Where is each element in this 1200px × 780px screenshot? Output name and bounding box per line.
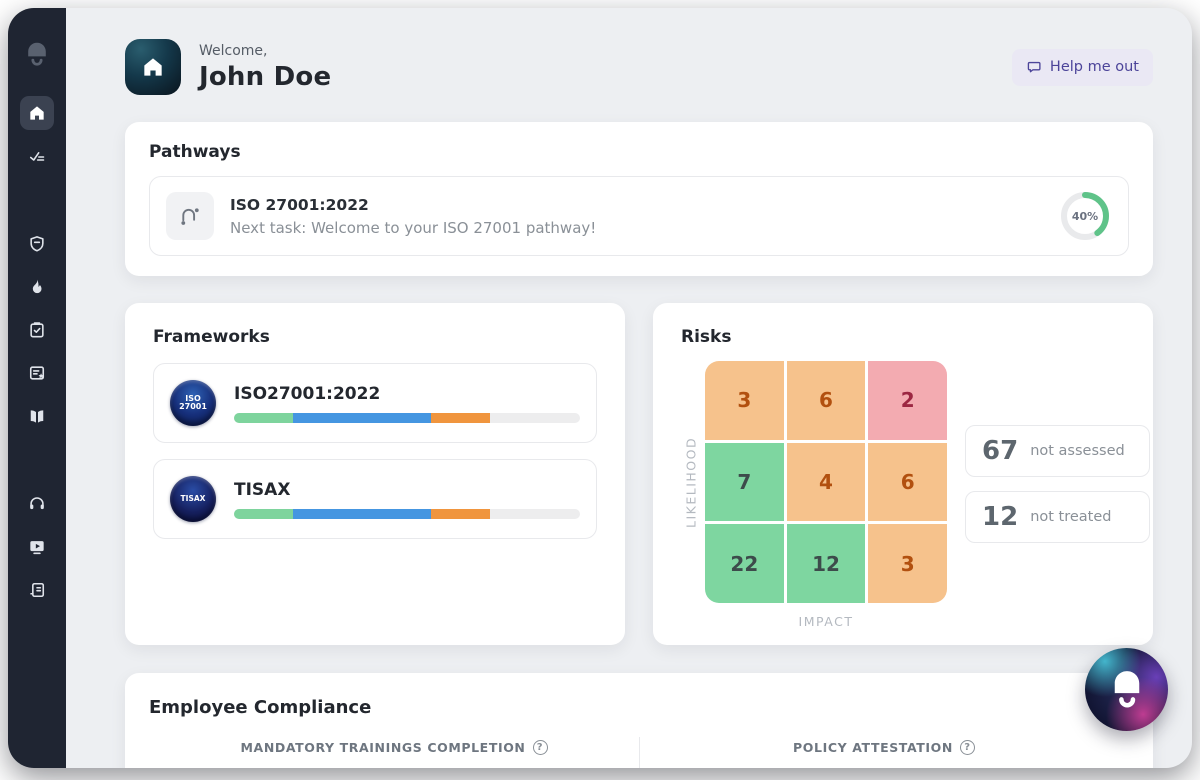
framework-row-tisax[interactable]: TISAX TISAX (153, 459, 597, 539)
framework-row-iso27001[interactable]: ISO 27001 ISO27001:2022 (153, 363, 597, 443)
fire-icon (32, 279, 42, 294)
sidebar-item-support[interactable] (20, 487, 54, 521)
risk-cell[interactable]: 6 (868, 442, 947, 522)
risk-heatmap: 3 6 2 7 4 6 22 12 3 (705, 361, 947, 603)
stat-not-treated[interactable]: 12 not treated (965, 491, 1150, 543)
sidebar-item-knowledge[interactable] (20, 399, 54, 433)
home-icon (144, 58, 162, 76)
tasks-check-icon (29, 152, 45, 161)
shield-icon (30, 236, 44, 252)
policy-header-label: POLICY ATTESTATION (793, 740, 953, 755)
pathways-title: Pathways (149, 142, 241, 162)
framework-info: ISO27001:2022 (234, 384, 580, 423)
route-icon (166, 192, 214, 240)
home-icon (30, 106, 44, 120)
pathway-progress-ring: 40% (1058, 189, 1112, 243)
likelihood-axis-label: LIKELIHOOD (683, 436, 699, 528)
stat-label: not assessed (1030, 443, 1125, 459)
certificate-card-icon (29, 366, 45, 380)
welcome-text: Welcome, (199, 42, 268, 59)
help-button[interactable]: Help me out (1011, 48, 1153, 86)
kertos-logo-icon (1114, 670, 1139, 707)
video-player-icon (30, 541, 44, 555)
help-button-label: Help me out (1049, 59, 1139, 75)
framework-progress-bar (234, 412, 580, 423)
trainings-column: MANDATORY TRAININGS COMPLETION ? (149, 740, 639, 768)
risks-card: Risks LIKELIHOOD 3 6 2 7 4 6 22 12 (653, 303, 1153, 645)
sidebar-item-certificates[interactable] (20, 356, 54, 390)
progress-segment-orange (431, 508, 491, 519)
sidebar-item-security[interactable] (20, 227, 54, 261)
policy-column: POLICY ATTESTATION ? (639, 740, 1129, 768)
policy-header: POLICY ATTESTATION ? (639, 740, 1129, 755)
user-name: John Doe (199, 61, 332, 92)
risk-cell[interactable]: 22 (705, 524, 784, 603)
trainings-header-label: MANDATORY TRAININGS COMPLETION (240, 740, 526, 755)
risk-cell[interactable]: 6 (786, 361, 866, 440)
progress-segment-green (234, 412, 293, 423)
risk-cell[interactable]: 7 (705, 442, 784, 522)
kertos-logo-icon (21, 38, 53, 70)
app-window: Welcome, John Doe Help me out Pathways (8, 8, 1192, 768)
trainings-header: MANDATORY TRAININGS COMPLETION ? (149, 740, 639, 755)
sidebar (8, 8, 66, 768)
badge-text: TISAX (180, 494, 206, 504)
home-page-badge (125, 39, 181, 95)
question-circle-icon[interactable]: ? (959, 740, 975, 755)
open-book-icon (30, 410, 44, 423)
welcome-block: Welcome, John Doe (199, 43, 331, 92)
risk-stats: 67 not assessed 12 not treated (965, 425, 1150, 629)
employee-compliance-title: Employee Compliance (149, 697, 372, 718)
headset-icon (30, 497, 44, 510)
progress-segment-green (234, 508, 293, 519)
stat-label: not treated (1030, 509, 1112, 525)
sidebar-item-tutorials[interactable] (20, 530, 54, 564)
progress-segment-orange (431, 412, 491, 423)
sidebar-item-audits[interactable] (20, 313, 54, 347)
stat-value: 67 (982, 436, 1019, 466)
page-header: Welcome, John Doe Help me out (125, 38, 1153, 96)
pathway-progress-label: 40% (1071, 209, 1099, 223)
risk-cell[interactable]: 4 (786, 442, 866, 522)
framework-info: TISAX (234, 480, 580, 519)
badge-text: 27001 (179, 402, 207, 411)
framework-name: TISAX (234, 479, 291, 500)
sidebar-item-exit[interactable] (20, 573, 54, 607)
sidebar-item-home[interactable] (20, 96, 54, 130)
sidebar-item-risks[interactable] (20, 270, 54, 304)
framework-progress-bar (234, 508, 580, 519)
risk-cell[interactable]: 3 (868, 524, 947, 603)
pathway-name: ISO 27001:2022 (230, 195, 369, 214)
pathway-item-row[interactable]: ISO 27001:2022 Next task: Welcome to you… (149, 176, 1129, 256)
frameworks-title: Frameworks (153, 327, 270, 347)
chat-bubble-icon (1027, 61, 1041, 72)
stat-value: 12 (982, 502, 1019, 532)
impact-axis-label: IMPACT (798, 614, 854, 629)
risk-cell[interactable]: 12 (786, 524, 866, 603)
chat-widget-button[interactable] (1085, 648, 1168, 731)
iso27001-badge-icon: ISO 27001 (170, 380, 216, 426)
tisax-badge-icon: TISAX (170, 476, 216, 522)
stat-not-assessed[interactable]: 67 not assessed (965, 425, 1150, 477)
risk-cell[interactable]: 2 (868, 361, 947, 440)
pathways-card: Pathways ISO 27001:2022 Next task: Welco… (125, 122, 1153, 276)
pathway-texts: ISO 27001:2022 Next task: Welcome to you… (230, 196, 596, 237)
sidebar-item-tasks[interactable] (20, 139, 54, 173)
progress-segment-blue (292, 508, 432, 519)
risk-cell[interactable]: 3 (705, 361, 784, 440)
risks-title: Risks (681, 327, 732, 347)
pathway-next-task: Next task: Welcome to your ISO 27001 pat… (230, 218, 597, 237)
column-divider (639, 737, 640, 768)
main-content: Welcome, John Doe Help me out Pathways (66, 8, 1192, 768)
framework-name: ISO27001:2022 (234, 383, 381, 404)
progress-segment-blue (292, 412, 432, 423)
badge-text: ISO (185, 393, 201, 403)
clipboard-check-icon (30, 322, 44, 338)
question-circle-icon[interactable]: ? (532, 740, 548, 755)
exit-door-icon (30, 582, 45, 598)
frameworks-card: Frameworks ISO 27001 ISO27001:2022 (125, 303, 625, 645)
employee-compliance-card: Employee Compliance MANDATORY TRAININGS … (125, 673, 1153, 768)
